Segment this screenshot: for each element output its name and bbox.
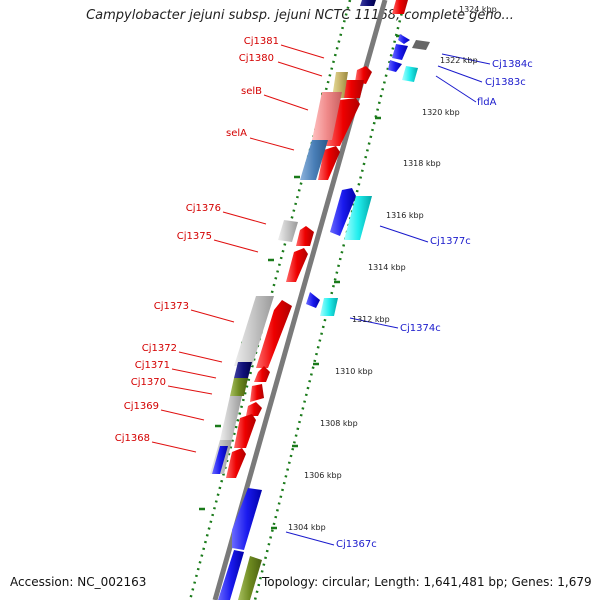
gene-label[interactable]: fldA — [477, 97, 497, 108]
kbp-label-1312: 1312 kbp — [352, 315, 390, 324]
forward-gene-labels: Cj1381 Cj1380 selB selA Cj1376 Cj1375 Cj… — [115, 36, 279, 444]
gene-cj1383c — [392, 44, 408, 60]
gene-top-rev — [360, 0, 376, 6]
gene-cj1377c — [330, 188, 356, 236]
kbp-labels: 1324 kbp 1322 kbp 1320 kbp 1318 kbp 1316… — [288, 5, 497, 532]
feature-boxes — [210, 72, 348, 474]
gene-label[interactable]: Cj1368 — [115, 433, 150, 444]
gene-cj1384c — [398, 34, 410, 44]
gene-cj1373 — [256, 300, 292, 368]
gene-label[interactable]: Cj1375 — [177, 231, 212, 242]
gene-label[interactable]: selB — [241, 86, 262, 97]
kbp-label-1308: 1308 kbp — [320, 419, 358, 428]
gene-cj1374c-b — [320, 298, 338, 316]
gene-cj1377c-b — [344, 196, 372, 240]
gene-cj1375 — [286, 248, 308, 282]
kbp-label-1324: 1324 kbp — [459, 5, 497, 14]
kbp-label-1310: 1310 kbp — [335, 367, 373, 376]
kbp-label-1314: 1314 kbp — [368, 263, 406, 272]
gene-cj1376 — [296, 226, 314, 246]
gene-label[interactable]: Cj1374c — [400, 323, 441, 334]
gene-cj1367c — [232, 488, 262, 550]
gene-cj1370 — [246, 402, 262, 416]
box-cj1371-navy — [234, 362, 252, 378]
gene-label[interactable]: Cj1372 — [142, 343, 177, 354]
accession-text: Accession: NC_002163 — [10, 575, 147, 589]
gene-label[interactable]: Cj1376 — [186, 203, 221, 214]
gene-label[interactable]: Cj1371 — [135, 360, 170, 371]
box-cj1376-gray — [278, 220, 298, 242]
gene-cj1383c-b — [388, 60, 402, 72]
gene-cj1381 — [355, 66, 372, 84]
gene-selB — [326, 98, 360, 146]
genome-summary-text: Topology: circular; Length: 1,641,481 bp… — [262, 575, 592, 589]
box-cj1370-olive — [230, 378, 248, 396]
forward-genes — [226, 0, 408, 478]
kbp-label-1322: 1322 kbp — [440, 56, 478, 65]
gene-cj1384c-b — [412, 40, 430, 50]
gene-label[interactable]: selA — [226, 128, 247, 139]
reverse-leaders — [285, 53, 491, 546]
gene-cj1368 — [226, 448, 246, 478]
gene-label[interactable]: Cj1381 — [244, 36, 279, 47]
kbp-label-1320: 1320 kbp — [422, 108, 460, 117]
gene-label[interactable]: Cj1377c — [430, 236, 471, 247]
gene-label[interactable]: Cj1370 — [131, 377, 166, 388]
box-cj1380-khaki — [332, 72, 348, 98]
box-cj1368-blue — [212, 446, 228, 474]
gene-cj1369 — [234, 414, 256, 448]
gene-olive-bottom — [238, 556, 262, 600]
gene-label[interactable]: Cj1380 — [239, 53, 274, 64]
kbp-label-1318: 1318 kbp — [403, 159, 441, 168]
gene-cj1366c — [218, 550, 244, 600]
gene-cj1374c — [306, 292, 320, 308]
gene-label[interactable]: Cj1369 — [124, 401, 159, 412]
gene-cj1372 — [254, 366, 270, 382]
gene-cj1371 — [250, 384, 264, 402]
box-cj1369-gray — [220, 396, 242, 440]
gene-label[interactable]: Cj1383c — [485, 77, 526, 88]
box-selB-pink — [312, 92, 342, 140]
gene-label[interactable]: Cj1373 — [154, 301, 189, 312]
forward-leaders — [151, 44, 325, 453]
map-title: Campylobacter jejuni subsp. jejuni NCTC … — [86, 8, 514, 23]
gene-label[interactable]: Cj1384c — [492, 59, 533, 70]
reverse-genes — [218, 0, 430, 600]
reverse-gene-labels: Cj1384c Cj1383c fldA Cj1377c Cj1374c Cj1… — [336, 59, 533, 550]
gene-fldA — [402, 66, 418, 82]
gene-label[interactable]: Cj1367c — [336, 539, 377, 550]
kbp-label-1316: 1316 kbp — [386, 211, 424, 220]
gene-top-fwd — [392, 0, 408, 14]
kbp-label-1306: 1306 kbp — [304, 471, 342, 480]
kbp-label-1304: 1304 kbp — [288, 523, 326, 532]
box-selA-steel — [300, 140, 328, 180]
box-cj1373-gray — [234, 296, 274, 366]
